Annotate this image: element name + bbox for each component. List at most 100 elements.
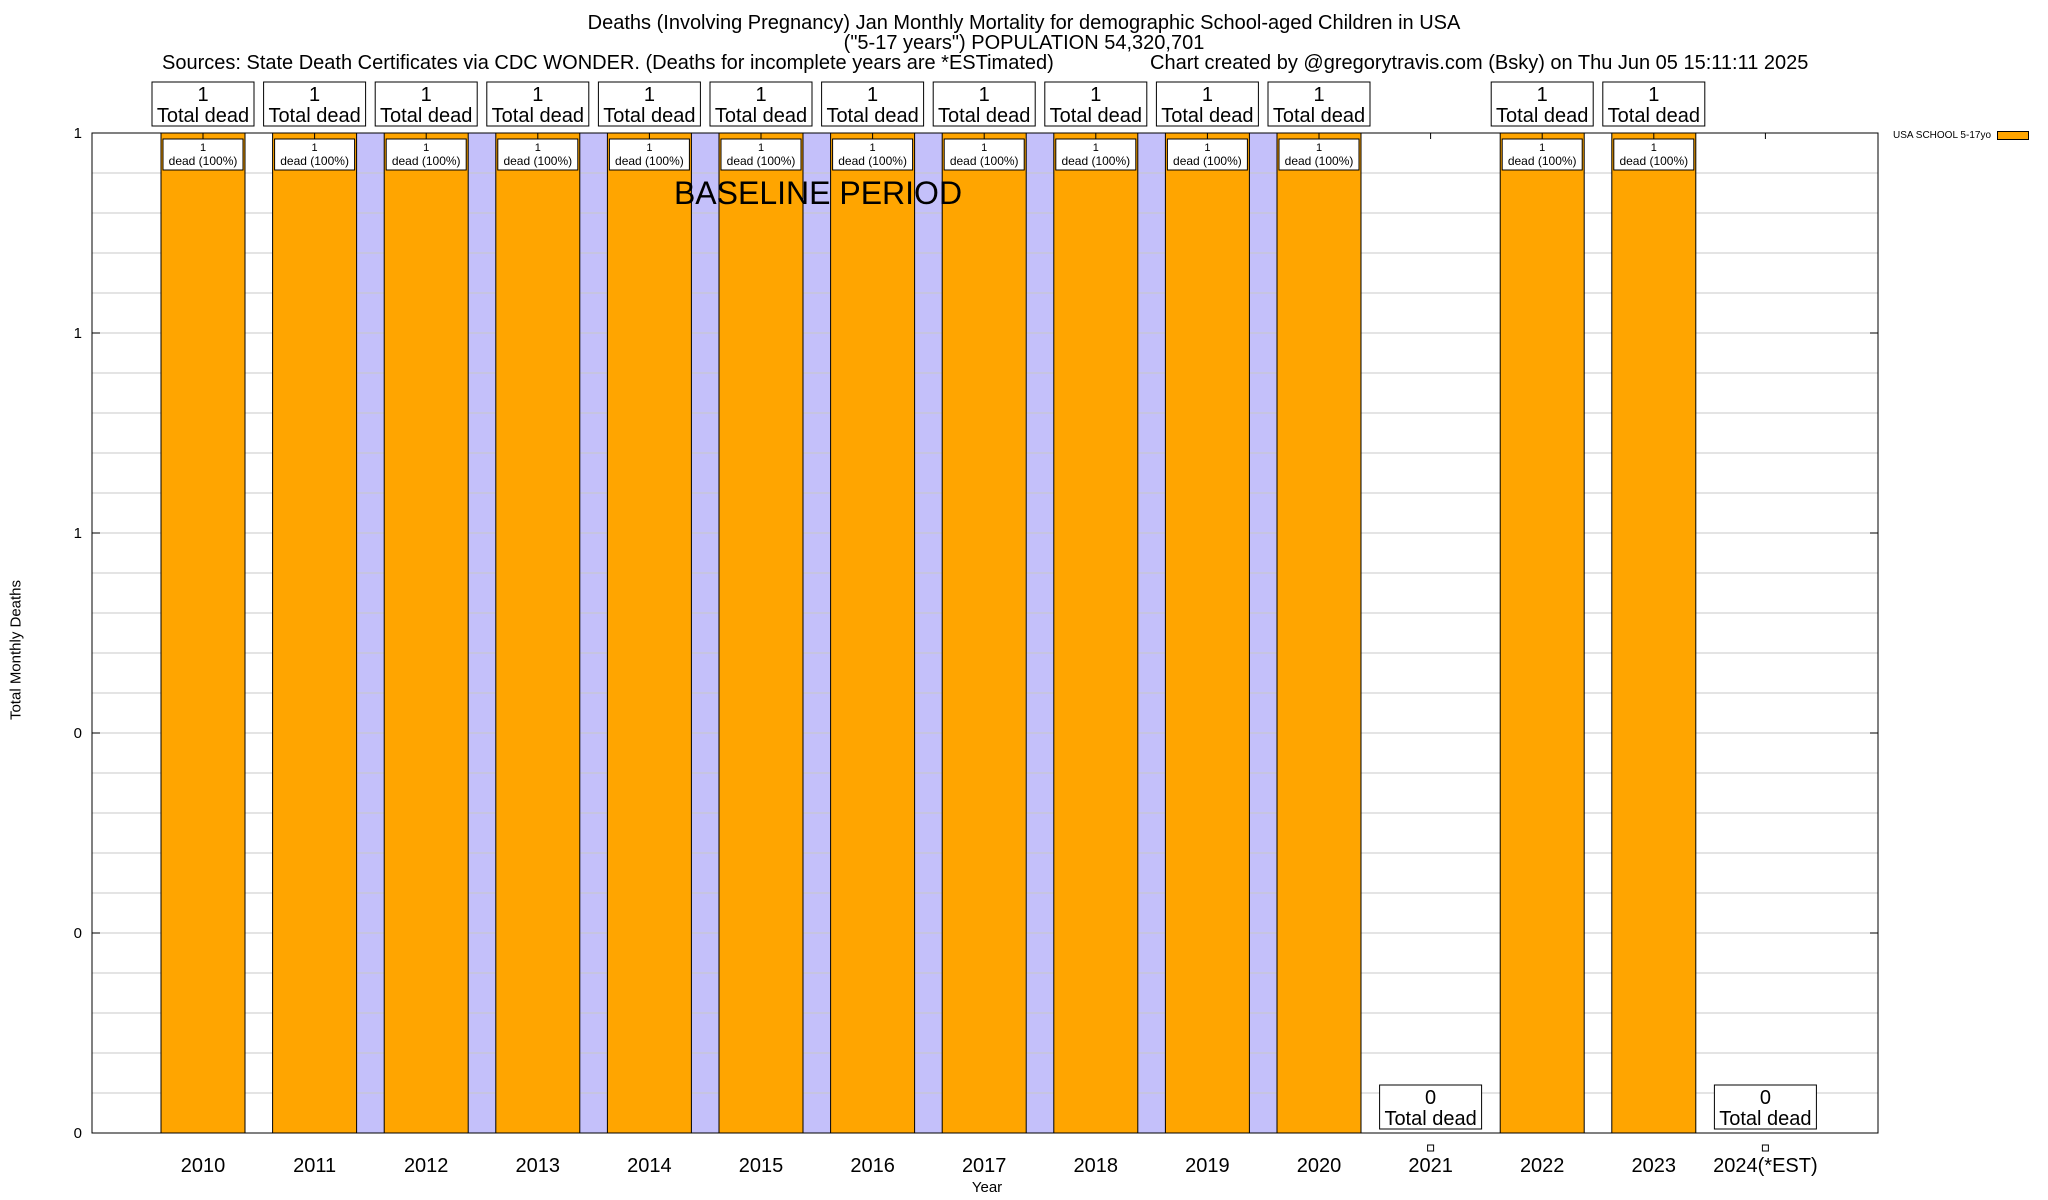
- baseline-shade: [1249, 133, 1277, 1133]
- total-label-value: 1: [644, 84, 655, 106]
- x-tick-label: 2021: [1408, 1155, 1453, 1177]
- bar-label-suffix: dead (100%): [1619, 154, 1688, 168]
- total-label-box: [1379, 1084, 1483, 1130]
- total-label-value: 0: [1760, 1087, 1771, 1109]
- total-label-value: 1: [1090, 84, 1101, 106]
- zero-marker: [1761, 1144, 1769, 1152]
- x-tick-label: 2014: [627, 1155, 672, 1177]
- total-label-value: 0: [1425, 1087, 1436, 1109]
- total-label-value: 1: [1313, 84, 1324, 106]
- total-label-suffix: Total dead: [492, 105, 584, 127]
- total-label-box: [597, 81, 701, 127]
- baseline-period-label: BASELINE PERIOD: [674, 175, 962, 211]
- total-label-suffix: Total dead: [1161, 105, 1253, 127]
- total-label-suffix: Total dead: [715, 105, 807, 127]
- baseline-shade: [579, 133, 608, 1133]
- x-tick-label: 2011: [293, 1155, 336, 1177]
- bar-label-suffix: dead (100%): [950, 154, 1019, 168]
- total-label-value: 1: [421, 84, 432, 106]
- bar-label-box: [720, 138, 802, 171]
- plot-frame: [91, 132, 1879, 1134]
- total-label-suffix: Total dead: [1496, 105, 1588, 127]
- bar-label-suffix: dead (100%): [838, 154, 907, 168]
- y-tick-label: 0: [74, 925, 82, 942]
- baseline-shade: [914, 133, 943, 1133]
- bar-label-suffix: dead (100%): [169, 154, 238, 168]
- bar-label-suffix: dead (100%): [1061, 154, 1130, 168]
- x-tick-label: 2018: [1074, 1155, 1119, 1177]
- baseline-shade: [356, 133, 385, 1133]
- x-tick-label: 2020: [1297, 1155, 1342, 1177]
- bar-label-box: [497, 138, 579, 171]
- bar-label-box: [943, 138, 1025, 171]
- total-label-suffix: Total dead: [603, 105, 695, 127]
- x-tick-label: 2010: [181, 1155, 226, 1177]
- total-label-suffix: Total dead: [826, 105, 918, 127]
- total-label-suffix: Total dead: [1273, 105, 1365, 127]
- x-tick-label: 2022: [1520, 1155, 1565, 1177]
- chart-title: Deaths (Involving Pregnancy) Jan Monthly…: [587, 12, 1461, 34]
- bar: [1053, 132, 1139, 1134]
- bar: [1499, 132, 1585, 1134]
- total-label-box: [932, 81, 1036, 127]
- total-label-suffix: Total dead: [1050, 105, 1142, 127]
- bar: [1611, 132, 1697, 1134]
- zero-marker: [1427, 1144, 1435, 1152]
- bar-label-suffix: dead (100%): [1285, 154, 1354, 168]
- bar-label-value: 1: [758, 142, 764, 154]
- bar-label-value: 1: [200, 142, 206, 154]
- bar: [1164, 132, 1250, 1134]
- bar-label-value: 1: [535, 142, 541, 154]
- bar-label-suffix: dead (100%): [280, 154, 349, 168]
- bar-label-value: 1: [1651, 142, 1657, 154]
- chart-subtitle: ("5-17 years") POPULATION 54,320,701: [843, 32, 1205, 54]
- bar: [1276, 132, 1362, 1134]
- bar: [606, 132, 692, 1134]
- x-tick-label: 2017: [962, 1155, 1007, 1177]
- total-label-value: 1: [1202, 84, 1213, 106]
- bar-label-box: [162, 138, 244, 171]
- bar: [830, 132, 916, 1134]
- total-label-value: 1: [979, 84, 990, 106]
- total-label-value: 1: [532, 84, 543, 106]
- legend-entry-label: USA SCHOOL 5-17yo: [1893, 130, 1992, 141]
- bar-label-suffix: dead (100%): [1173, 154, 1242, 168]
- bar-label-box: [1501, 138, 1583, 171]
- bar: [383, 132, 469, 1134]
- baseline-shade: [1026, 133, 1054, 1133]
- total-label-suffix: Total dead: [1719, 1108, 1811, 1130]
- bar-label-suffix: dead (100%): [727, 154, 796, 168]
- total-label-box: [1155, 81, 1259, 127]
- x-tick-label: 2015: [739, 1155, 784, 1177]
- total-label-box: [1490, 81, 1594, 127]
- x-tick-label: 2019: [1185, 1155, 1230, 1177]
- total-label-suffix: Total dead: [157, 105, 249, 127]
- x-tick-label: 2024(*EST): [1713, 1155, 1818, 1177]
- x-axis-label: Year: [971, 1179, 1003, 1196]
- bar: [495, 132, 581, 1134]
- bar: [272, 132, 358, 1134]
- bar-label-value: 1: [870, 142, 876, 154]
- total-label-value: 1: [1648, 84, 1659, 106]
- bar-label-box: [274, 138, 356, 171]
- credit-note: Chart created by @gregorytravis.com (Bsk…: [1150, 52, 1809, 74]
- total-label-box: [709, 81, 813, 127]
- bar-label-box: [1278, 138, 1360, 171]
- x-tick-label: 2013: [516, 1155, 561, 1177]
- bar-label-value: 1: [646, 142, 652, 154]
- y-tick-label: 1: [74, 125, 82, 142]
- total-label-box: [486, 81, 590, 127]
- baseline-shade: [1137, 133, 1166, 1133]
- total-label-box: [263, 81, 367, 127]
- bar-label-box: [608, 138, 690, 171]
- total-label-value: 1: [755, 84, 766, 106]
- y-tick-label: 0: [74, 725, 82, 742]
- bar-label-suffix: dead (100%): [503, 154, 572, 168]
- bar-label-box: [832, 138, 914, 171]
- baseline-shade: [803, 133, 831, 1133]
- total-label-value: 1: [1537, 84, 1548, 106]
- bar-label-value: 1: [1093, 142, 1099, 154]
- bar-label-value: 1: [981, 142, 987, 154]
- total-label-suffix: Total dead: [268, 105, 360, 127]
